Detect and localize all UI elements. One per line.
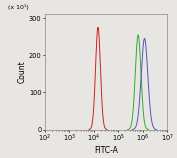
X-axis label: FITC-A: FITC-A — [94, 146, 118, 155]
Text: (x 10¹): (x 10¹) — [8, 4, 29, 10]
Y-axis label: Count: Count — [18, 61, 27, 83]
